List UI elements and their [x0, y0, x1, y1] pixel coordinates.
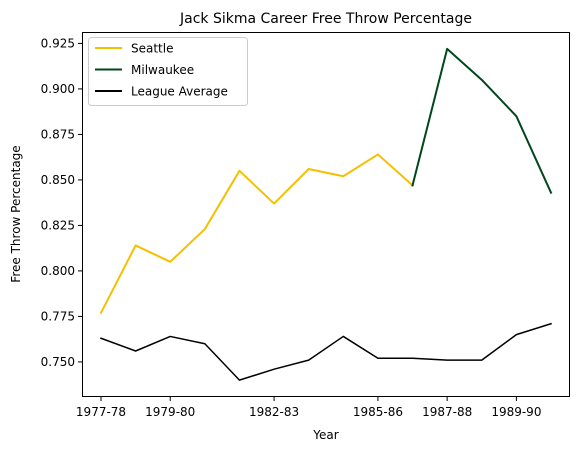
y-tick-label: 0.925 [41, 36, 75, 50]
y-tick-label: 0.750 [41, 355, 75, 369]
x-tick-label: 1987-88 [422, 405, 472, 419]
x-axis-label: Year [312, 428, 338, 442]
legend-box [88, 37, 248, 106]
y-tick-label: 0.850 [41, 173, 75, 187]
y-tick-label: 0.825 [41, 218, 75, 232]
x-axis-ticks: 1977-78 1979-80 1982-83 1985-86 1987-88 1989-… [76, 396, 541, 419]
y-tick-label: 0.800 [41, 264, 75, 278]
legend: Seattle Milwaukee League Average [88, 37, 248, 106]
series-layer [99, 47, 553, 381]
x-tick-label: 1982-83 [249, 405, 299, 419]
x-tick-label: 1977-78 [76, 405, 126, 419]
plot-frame [82, 32, 570, 397]
chart-title: Jack Sikma Career Free Throw Percentage [179, 11, 472, 27]
series-line-milwaukee [411, 47, 553, 194]
legend-label-seattle: Seattle [131, 42, 173, 56]
legend-label-league-average: League Average [131, 85, 228, 99]
series-line-seattle [99, 153, 414, 315]
y-tick-label: 0.900 [41, 82, 75, 96]
y-axis-label: Free Throw Percentage [9, 145, 23, 282]
legend-label-milwaukee: Milwaukee [131, 63, 194, 77]
y-axis-ticks: 0.750 0.775 0.800 0.825 0.850 0.875 0.900 0.925 [41, 36, 83, 369]
y-tick-label: 0.775 [41, 309, 75, 323]
x-tick-label: 1989-90 [491, 405, 541, 419]
y-tick-label: 0.875 [41, 127, 75, 141]
x-tick-label: 1979-80 [145, 405, 195, 419]
series-line-league-average [100, 322, 552, 381]
x-tick-label: 1985-86 [353, 405, 403, 419]
